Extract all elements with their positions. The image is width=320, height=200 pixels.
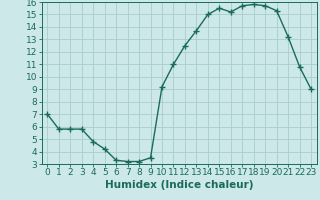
X-axis label: Humidex (Indice chaleur): Humidex (Indice chaleur) bbox=[105, 180, 253, 190]
